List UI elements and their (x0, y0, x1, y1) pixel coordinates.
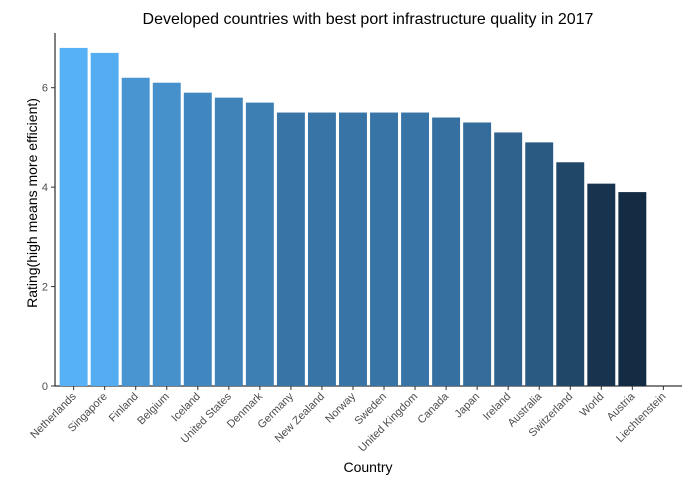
x-tick-labels: NetherlandsSingaporeFinlandBelgiumIcelan… (28, 386, 668, 454)
bars (59, 47, 647, 387)
y-tick-label: 2 (42, 282, 48, 294)
y-tick-label: 6 (42, 83, 48, 95)
chart-title: Developed countries with best port infra… (143, 11, 594, 28)
bar-canada (432, 117, 461, 387)
x-tick-label: Netherlands (28, 390, 79, 441)
bar-united-states (214, 97, 243, 387)
y-tick-label: 0 (42, 381, 48, 393)
bar-denmark (245, 102, 274, 386)
bar-new-zealand (307, 112, 336, 387)
x-axis-title: Country (343, 459, 392, 475)
y-tick-label: 4 (42, 182, 48, 194)
bar-world (587, 183, 616, 386)
x-tick-label: Japan (453, 391, 483, 421)
bar-switzerland (556, 162, 585, 386)
bar-finland (121, 77, 150, 387)
x-tick-label: Canada (415, 390, 451, 426)
bar-sweden (370, 112, 398, 387)
bar-singapore (90, 52, 119, 386)
x-tick-label: United Kingdom (356, 391, 420, 455)
bar-australia (525, 142, 554, 386)
bar-belgium (152, 82, 181, 386)
x-tick-label: World (578, 391, 607, 420)
bar-ireland (494, 132, 523, 386)
bar-germany (276, 112, 305, 387)
bar-norway (339, 112, 367, 387)
bar-netherlands (59, 47, 88, 386)
y-axis: 0 2 4 6 (42, 33, 56, 393)
bar-japan (463, 122, 492, 387)
x-tick-label: Belgium (135, 391, 172, 428)
bar-united-kingdom (401, 112, 430, 387)
bar-iceland (183, 92, 212, 386)
bar-austria (618, 192, 647, 386)
y-axis-title: Rating(high means more efficient) (24, 98, 40, 308)
